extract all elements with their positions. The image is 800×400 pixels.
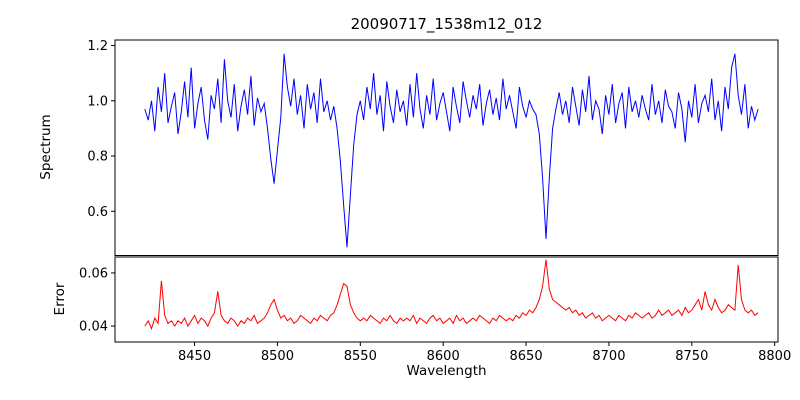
x-tick-label: 8600 [427, 349, 460, 364]
x-tick-label: 8800 [758, 349, 791, 364]
x-tick-label: 8700 [592, 349, 625, 364]
x-tick-label: 8500 [261, 349, 294, 364]
x-tick-label: 8550 [344, 349, 377, 364]
y-tick-label: 0.8 [87, 150, 108, 165]
spectrum-line [144, 53, 759, 248]
y-tick-label: 1.2 [87, 39, 108, 54]
spectrum-axes-spine [114, 39, 779, 256]
y-tick-label: 0.04 [79, 320, 108, 335]
x-tick-label: 8650 [510, 349, 543, 364]
xlabel: Wavelength [406, 363, 487, 379]
ylabel-spectrum: Spectrum [38, 114, 54, 180]
error-axes-spine [114, 256, 779, 343]
y-tick-label: 1.0 [87, 94, 108, 109]
x-tick-label: 8750 [675, 349, 708, 364]
error-line [144, 259, 759, 331]
ylabel-error: Error [52, 282, 68, 316]
y-tick-label: 0.6 [87, 205, 108, 220]
chart-title: 20090717_1538m12_012 [350, 15, 543, 33]
x-tick-label: 8450 [178, 349, 211, 364]
y-tick-label: 0.06 [79, 266, 108, 281]
